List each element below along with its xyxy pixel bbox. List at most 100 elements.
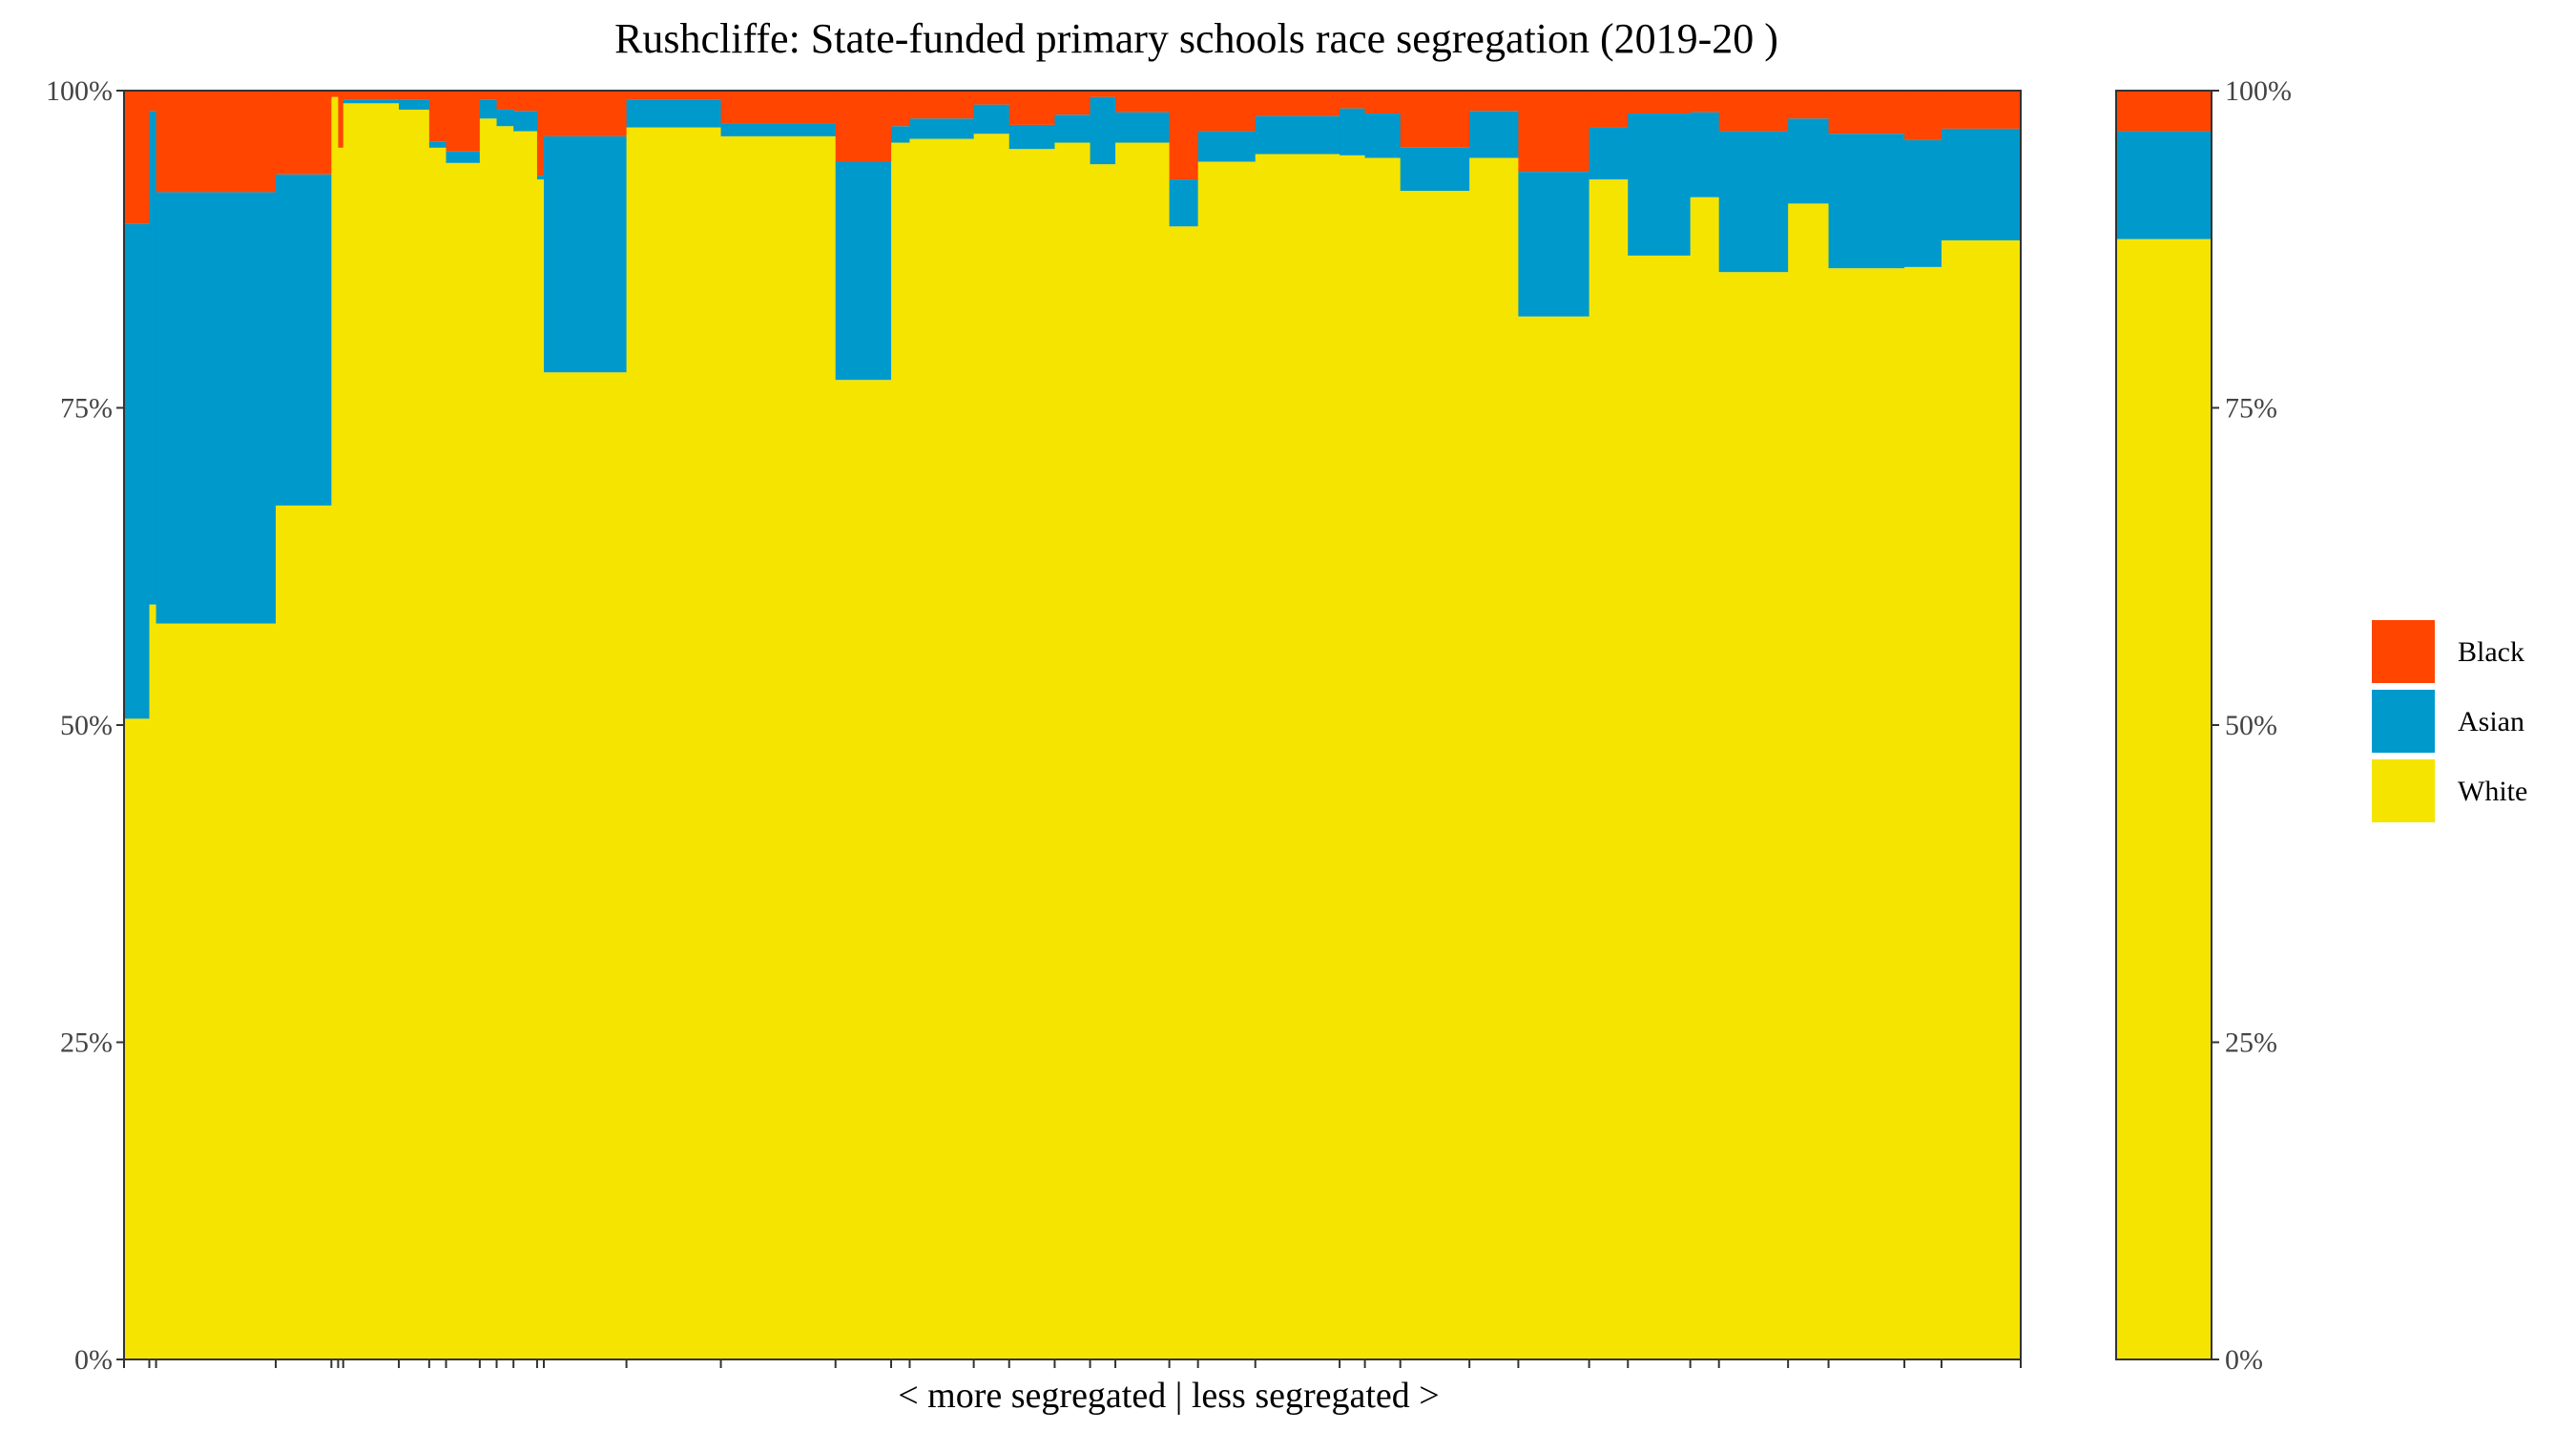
bar-segment-white [536,179,545,1360]
bar-segment-black [496,91,514,110]
bar-segment-asian [1169,179,1199,227]
school-bar [1169,91,1199,1359]
bar-segment-asian [399,99,430,110]
legend-item-asian: Asian [2372,690,2524,753]
bar-segment-white [1941,239,2022,1360]
bar-segment-asian [513,111,538,132]
y-tick-label-left: 50% [60,710,113,741]
school-bar [1828,91,1905,1360]
school-bar [1628,91,1692,1359]
bar-segment-black [891,91,911,127]
bar-segment-asian [1400,147,1470,192]
bar-segment-asian [1904,139,1942,267]
bar-segment-asian [1628,113,1692,256]
bar-segment-asian [720,123,837,136]
school-bar [1518,91,1590,1359]
bar-segment-white [343,103,400,1359]
main-plot-bars [124,91,2022,1360]
legend-item-black: Black [2372,620,2524,683]
school-bar [1054,91,1091,1359]
school-bar [149,91,157,1359]
bar-segment-white [1690,197,1720,1360]
bar-segment-black [835,91,892,162]
bar-segment-white [1718,272,1789,1360]
bar-segment-white [1788,203,1830,1359]
bar-segment-white [479,118,498,1359]
school-bar [626,91,722,1359]
school-bar [835,91,892,1359]
bar-segment-white [1090,164,1116,1359]
bar-segment-black [1008,91,1056,125]
school-bar [1364,91,1402,1360]
bar-segment-black [156,91,277,193]
school-bar [399,91,430,1360]
bar-segment-asian [1718,131,1789,273]
bar-segment-asian [1690,112,1720,197]
bar-segment-white [1364,157,1402,1360]
school-bar [891,91,911,1359]
bar-segment-black [399,91,430,100]
bar-segment-black [1469,91,1520,112]
bar-segment-asian [1469,111,1520,158]
y-tick-label-right: 75% [2225,393,2277,425]
school-bar [1904,91,1942,1359]
bar-segment-black [544,91,628,136]
y-tick-label-right: 50% [2225,710,2277,741]
bar-segment-white [1255,154,1340,1359]
legend: Black Asian White [2372,620,2527,822]
bar-segment-asian [909,118,975,139]
y-tick-label-left: 75% [60,393,113,425]
y-tick-label-left: 0% [74,1344,113,1376]
bar-segment-asian [1090,96,1116,165]
bar-segment-black [331,91,340,97]
bar-segment-asian [1364,113,1402,158]
bar-segment-white [276,505,332,1359]
bar-segment-black [720,91,837,124]
bar-segment-asian [835,161,892,381]
legend-swatch [2372,620,2435,683]
x-axis-ticks [123,1359,2022,1368]
bar-segment-white [149,604,157,1359]
bar-segment-black [536,91,545,176]
bar-segment-black [1340,91,1366,109]
legend-label: Asian [2458,706,2524,737]
bar-segment-white [446,162,481,1359]
bar-segment-white [156,623,277,1359]
school-bar [1718,91,1789,1360]
bar-segment-black [513,91,538,112]
bar-segment-black [1364,91,1402,114]
bar-segment-white [428,147,447,1360]
y-tick-label-left: 25% [60,1027,113,1059]
school-bar [1115,91,1171,1359]
school-bar [479,91,498,1359]
bar-segment-white [1469,157,1520,1360]
bar-segment-asian [156,192,277,624]
bar-segment-white [1115,142,1171,1359]
bar-segment-asian [1197,131,1257,162]
y-axis-right: 0% 25% 50% 75% 100% [2212,75,2292,1376]
school-bar [1197,91,1257,1360]
y-tick-label-left: 100% [46,75,113,107]
bar-segment-black [1690,91,1720,113]
overall-plot-bars [2116,91,2212,1360]
bar-segment-asian [446,151,481,163]
bar-segment-asian [1255,115,1340,155]
school-bar [1400,91,1470,1359]
school-bar [1255,91,1340,1359]
y-tick-label-right: 0% [2225,1344,2263,1376]
overall-segment-black [2116,91,2212,132]
bar-segment-white [720,135,837,1359]
school-bar [513,91,538,1359]
school-bar [343,91,400,1359]
bar-segment-asian [276,174,332,506]
school-bar [276,91,332,1359]
bar-segment-black [1115,91,1171,113]
bar-segment-asian [496,109,514,127]
bar-segment-black [343,91,400,100]
school-bar [1788,91,1830,1359]
bar-segment-black [149,91,157,112]
bar-segment-white [544,372,628,1359]
bar-segment-asian [1941,128,2022,240]
bar-segment-black [909,91,975,119]
bar-segment-black [338,91,344,148]
